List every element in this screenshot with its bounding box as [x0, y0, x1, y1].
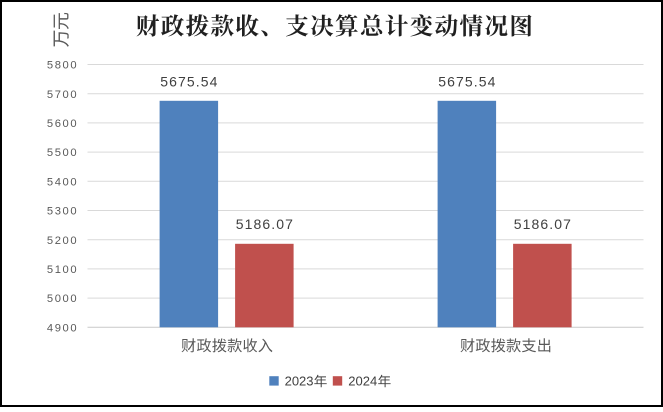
svg-text:5500: 5500 [47, 147, 78, 159]
svg-text:5700: 5700 [47, 89, 78, 101]
svg-text:4900: 4900 [47, 322, 78, 334]
svg-text:2023: 2023 [285, 373, 314, 388]
svg-text:5675.54: 5675.54 [438, 74, 496, 90]
svg-text:5300: 5300 [47, 206, 78, 218]
svg-text:5675.54: 5675.54 [160, 74, 218, 90]
svg-text:5800: 5800 [47, 60, 78, 72]
svg-text:2024: 2024 [348, 373, 377, 388]
svg-text:5186.07: 5186.07 [514, 216, 572, 232]
svg-text:5100: 5100 [47, 264, 78, 276]
svg-text:5000: 5000 [47, 293, 78, 305]
svg-text:5400: 5400 [47, 176, 78, 188]
svg-text:5200: 5200 [47, 235, 78, 247]
svg-text:5600: 5600 [47, 118, 78, 130]
svg-text:5186.07: 5186.07 [236, 216, 294, 232]
